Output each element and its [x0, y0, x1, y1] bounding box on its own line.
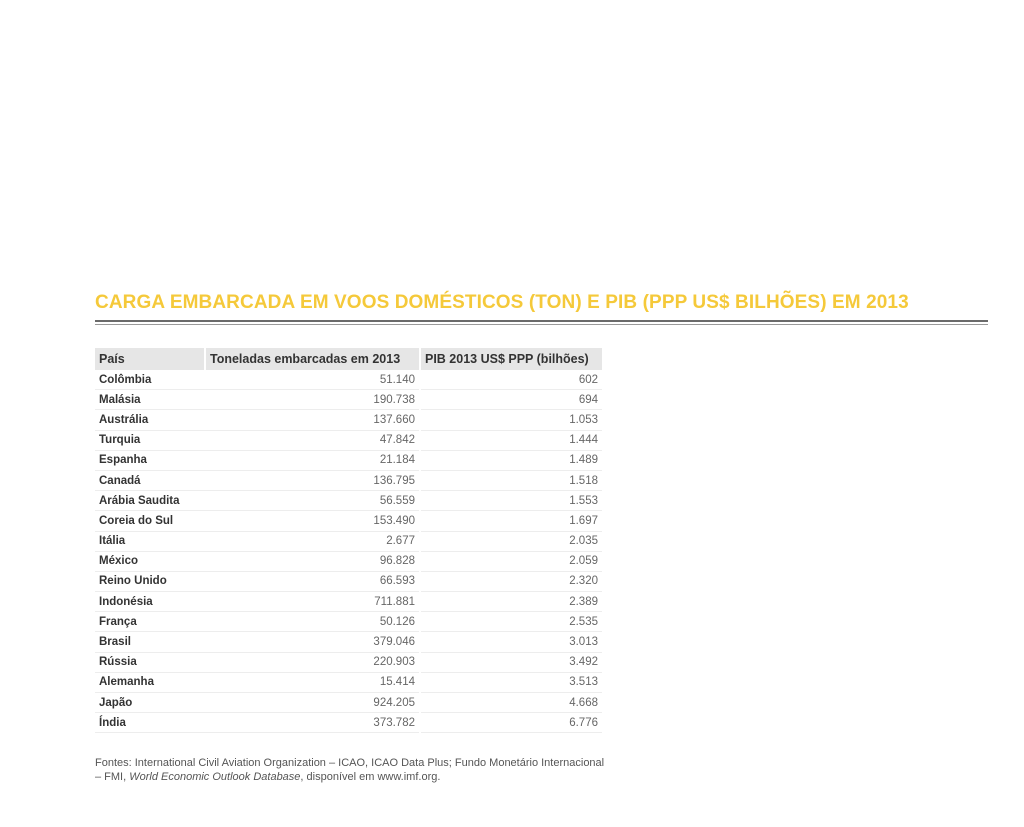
cell-country: Canadá: [95, 470, 205, 492]
table-row: Colômbia 51.140 602: [95, 370, 602, 391]
table-row: México 96.828 2.059: [95, 551, 602, 572]
header-country: País: [95, 348, 206, 370]
cell-gdp: 1.489: [420, 450, 602, 471]
table-row: Itália 2.677 2.035: [95, 531, 602, 552]
cell-country: Índia: [95, 712, 205, 734]
page-title: CARGA EMBARCADA EM VOOS DOMÉSTICOS (TON)…: [95, 292, 909, 313]
data-table: País Toneladas embarcadas em 2013 PIB 20…: [95, 348, 602, 734]
table-row: Reino Unido 66.593 2.320: [95, 571, 602, 593]
cell-country: Malásia: [95, 389, 205, 411]
cell-country: Brasil: [95, 631, 205, 653]
cell-gdp: 3.492: [420, 652, 602, 673]
title-underline-thin: [95, 324, 988, 325]
cell-tonnage: 373.782: [205, 712, 421, 734]
cell-country: Alemanha: [95, 672, 205, 694]
cell-gdp: 1.553: [420, 490, 602, 512]
cell-tonnage: 2.677: [205, 531, 421, 552]
header-gdp: PIB 2013 US$ PPP (bilhões): [420, 348, 602, 370]
source-prefix: – FMI,: [95, 771, 130, 783]
cell-tonnage: 190.738: [205, 389, 421, 411]
cell-gdp: 3.513: [420, 672, 602, 694]
cell-country: Reino Unido: [95, 571, 205, 593]
cell-gdp: 1.053: [420, 409, 602, 431]
cell-gdp: 2.389: [420, 591, 602, 613]
cell-tonnage: 924.205: [205, 692, 421, 714]
cell-gdp: 6.776: [420, 712, 602, 734]
cell-country: Japão: [95, 692, 205, 714]
cell-country: Turquia: [95, 430, 205, 451]
table-row: Arábia Saudita 56.559 1.553: [95, 490, 602, 512]
cell-gdp: 4.668: [420, 692, 602, 714]
cell-tonnage: 137.660: [205, 409, 421, 431]
cell-country: Rússia: [95, 652, 205, 673]
cell-tonnage: 379.046: [205, 631, 421, 653]
cell-gdp: 2.035: [420, 531, 602, 552]
cell-gdp: 2.059: [420, 551, 602, 572]
cell-country: Colômbia: [95, 370, 205, 391]
table-row: Brasil 379.046 3.013: [95, 631, 602, 653]
cell-country: Arábia Saudita: [95, 490, 205, 512]
cell-gdp: 1.444: [420, 430, 602, 451]
table-row: Indonésia 711.881 2.389: [95, 591, 602, 613]
cell-gdp: 1.697: [420, 510, 602, 532]
table-row: Canadá 136.795 1.518: [95, 470, 602, 492]
cell-gdp: 602: [420, 370, 602, 391]
table-row: Austrália 137.660 1.053: [95, 409, 602, 431]
cell-gdp: 694: [420, 389, 602, 411]
cell-country: Itália: [95, 531, 205, 552]
title-underline: [95, 320, 988, 322]
cell-country: Espanha: [95, 450, 205, 471]
cell-tonnage: 51.140: [205, 370, 421, 391]
cell-gdp: 3.013: [420, 631, 602, 653]
cell-gdp: 1.518: [420, 470, 602, 492]
cell-gdp: 2.320: [420, 571, 602, 593]
cell-tonnage: 15.414: [205, 672, 421, 694]
cell-country: França: [95, 611, 205, 633]
table-row: Alemanha 15.414 3.513: [95, 672, 602, 694]
cell-country: Austrália: [95, 409, 205, 431]
cell-tonnage: 47.842: [205, 430, 421, 451]
table-row: Malásia 190.738 694: [95, 389, 602, 411]
cell-tonnage: 96.828: [205, 551, 421, 572]
table-row: Coreia do Sul 153.490 1.697: [95, 510, 602, 532]
table-row: França 50.126 2.535: [95, 611, 602, 633]
table-header-row: País Toneladas embarcadas em 2013 PIB 20…: [95, 348, 602, 370]
cell-tonnage: 21.184: [205, 450, 421, 471]
cell-country: Coreia do Sul: [95, 510, 205, 532]
source-line-2: – FMI, World Economic Outlook Database, …: [95, 770, 604, 784]
table-row: Rússia 220.903 3.492: [95, 652, 602, 673]
cell-tonnage: 136.795: [205, 470, 421, 492]
cell-gdp: 2.535: [420, 611, 602, 633]
table-row: Espanha 21.184 1.489: [95, 450, 602, 471]
table-row: Índia 373.782 6.776: [95, 712, 602, 734]
cell-tonnage: 66.593: [205, 571, 421, 593]
cell-country: Indonésia: [95, 591, 205, 613]
header-tonnage: Toneladas embarcadas em 2013: [205, 348, 421, 370]
cell-tonnage: 50.126: [205, 611, 421, 633]
cell-tonnage: 153.490: [205, 510, 421, 532]
source-note: Fontes: International Civil Aviation Org…: [95, 756, 604, 784]
cell-tonnage: 220.903: [205, 652, 421, 673]
source-line-1: Fontes: International Civil Aviation Org…: [95, 757, 605, 769]
source-database-name: World Economic Outlook Database: [129, 771, 301, 783]
table-row: Japão 924.205 4.668: [95, 692, 602, 714]
cell-tonnage: 56.559: [205, 490, 421, 512]
source-suffix: , disponível em www.imf.org.: [300, 771, 441, 783]
cell-country: México: [95, 551, 205, 572]
table-row: Turquia 47.842 1.444: [95, 430, 602, 451]
cell-tonnage: 711.881: [205, 591, 421, 613]
